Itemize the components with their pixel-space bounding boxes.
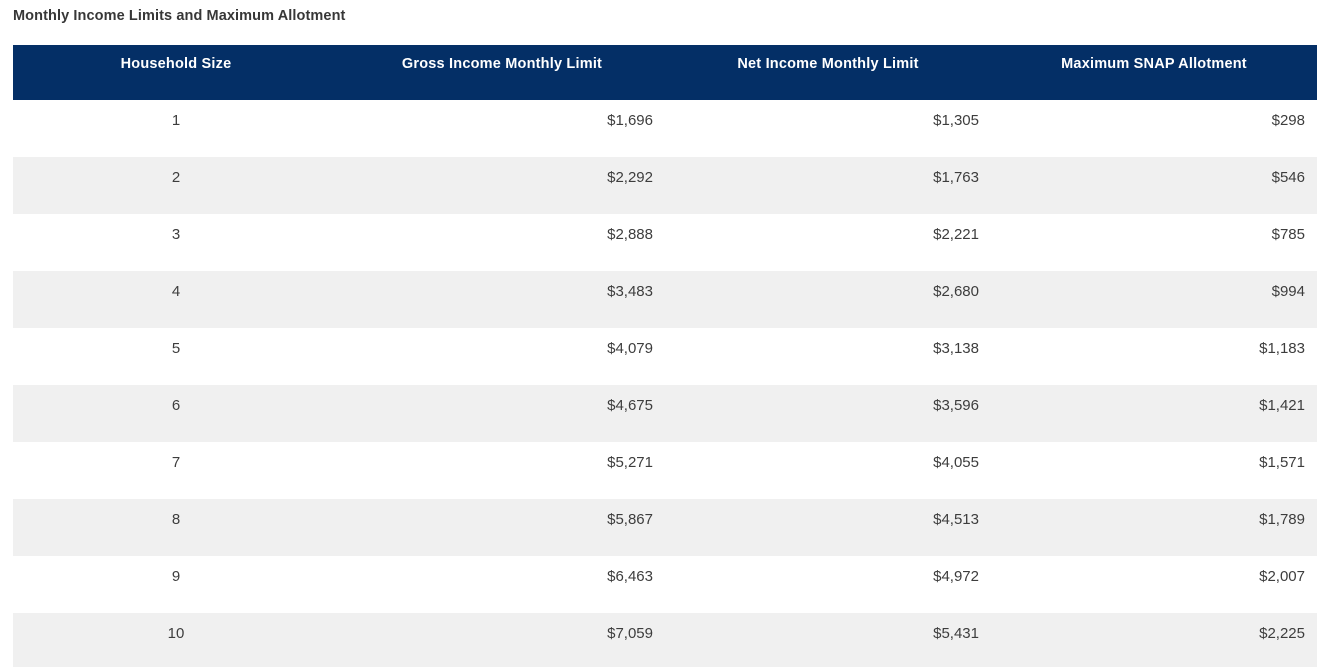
cell-household-size: 8 (171, 511, 181, 528)
table-row: 2 $2,292 $1,763 $546 (13, 157, 1317, 214)
table-header: Household Size Gross Income Monthly Limi… (13, 45, 1317, 100)
cell-max-allotment: $546 (1271, 169, 1305, 186)
cell-net-income: $4,513 (933, 511, 979, 528)
cell-max-allotment: $1,571 (1259, 454, 1305, 471)
income-limits-table: Household Size Gross Income Monthly Limi… (13, 45, 1317, 667)
cell-net-income: $3,596 (933, 397, 979, 414)
cell-household-size: 2 (171, 169, 181, 186)
cell-gross-income: $2,292 (607, 169, 653, 186)
cell-gross-income: $4,079 (607, 340, 653, 357)
cell-net-income: $2,680 (933, 283, 979, 300)
table-row: 1 $1,696 $1,305 $298 (13, 100, 1317, 157)
cell-net-income: $1,763 (933, 169, 979, 186)
cell-gross-income: $3,483 (607, 283, 653, 300)
cell-net-income: $3,138 (933, 340, 979, 357)
col-header-net-income: Net Income Monthly Limit (665, 45, 991, 100)
table-row: 6 $4,675 $3,596 $1,421 (13, 385, 1317, 442)
cell-household-size: 4 (171, 283, 181, 300)
cell-max-allotment: $2,225 (1259, 625, 1305, 642)
cell-max-allotment: $785 (1271, 226, 1305, 243)
cell-net-income: $4,055 (933, 454, 979, 471)
cell-household-size: 10 (167, 625, 185, 642)
cell-max-allotment: $1,421 (1259, 397, 1305, 414)
table-row: 7 $5,271 $4,055 $1,571 (13, 442, 1317, 499)
cell-max-allotment: $1,183 (1259, 340, 1305, 357)
table-row: 5 $4,079 $3,138 $1,183 (13, 328, 1317, 385)
cell-gross-income: $7,059 (607, 625, 653, 642)
table-row: 3 $2,888 $2,221 $785 (13, 214, 1317, 271)
col-header-household-size: Household Size (13, 45, 339, 100)
table-row: 10 $7,059 $5,431 $2,225 (13, 613, 1317, 667)
cell-household-size: 3 (171, 226, 181, 243)
cell-max-allotment: $1,789 (1259, 511, 1305, 528)
cell-household-size: 6 (171, 397, 181, 414)
cell-household-size: 7 (171, 454, 181, 471)
cell-max-allotment: $2,007 (1259, 568, 1305, 585)
cell-net-income: $5,431 (933, 625, 979, 642)
cell-gross-income: $5,271 (607, 454, 653, 471)
col-header-max-allotment: Maximum SNAP Allotment (991, 45, 1317, 100)
cell-gross-income: $2,888 (607, 226, 653, 243)
cell-gross-income: $4,675 (607, 397, 653, 414)
cell-gross-income: $5,867 (607, 511, 653, 528)
cell-gross-income: $6,463 (607, 568, 653, 585)
cell-net-income: $4,972 (933, 568, 979, 585)
page-title: Monthly Income Limits and Maximum Allotm… (13, 8, 346, 24)
cell-household-size: 1 (171, 112, 181, 129)
col-header-gross-income: Gross Income Monthly Limit (339, 45, 665, 100)
income-table-container: Household Size Gross Income Monthly Limi… (13, 45, 1317, 667)
cell-household-size: 5 (171, 340, 181, 357)
cell-household-size: 9 (171, 568, 181, 585)
table-row: 9 $6,463 $4,972 $2,007 (13, 556, 1317, 613)
cell-max-allotment: $298 (1271, 112, 1305, 129)
table-header-row: Household Size Gross Income Monthly Limi… (13, 45, 1317, 100)
table-row: 8 $5,867 $4,513 $1,789 (13, 499, 1317, 556)
cell-max-allotment: $994 (1271, 283, 1305, 300)
cell-net-income: $1,305 (933, 112, 979, 129)
cell-gross-income: $1,696 (607, 112, 653, 129)
cell-net-income: $2,221 (933, 226, 979, 243)
table-row: 4 $3,483 $2,680 $994 (13, 271, 1317, 328)
table-body: 1 $1,696 $1,305 $298 2 $2,292 $1,763 $54… (13, 100, 1317, 667)
